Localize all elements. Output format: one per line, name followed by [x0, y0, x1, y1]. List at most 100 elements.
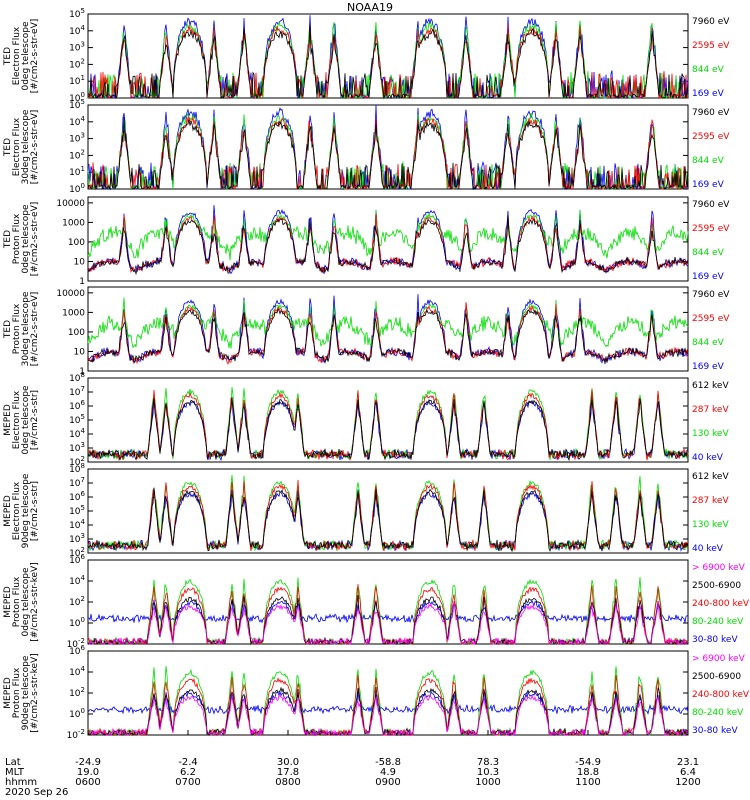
legend-entry: 2500-6900: [692, 672, 741, 682]
y-axis-label: 90deg telescope: [21, 655, 31, 730]
y-axis-label: [#/cm2-s-str]: [30, 481, 40, 541]
legend-entry: 130 keV: [692, 429, 729, 439]
legend-entry: > 6900 keV: [692, 563, 746, 573]
y-axis-label: 30deg telescope: [21, 291, 31, 366]
y-tick-label: 102: [69, 595, 85, 608]
y-tick-label: 104: [69, 115, 85, 128]
legend-entry: 612 keV: [692, 381, 729, 391]
legend-entry: 80-240 keV: [692, 708, 744, 718]
x-row-label-mlt: MLT: [5, 767, 25, 778]
series-trace: [88, 308, 689, 365]
legend-entry: 287 keV: [692, 405, 729, 415]
y-tick-label: 10: [74, 347, 86, 357]
y-axis-label: Electron Flux: [12, 26, 22, 85]
y-axis-label: MEPED: [3, 586, 13, 618]
y-axis-label: Proton Flux: [12, 213, 22, 264]
series-trace: [87, 397, 689, 462]
series-trace: [87, 487, 689, 553]
series-trace: [87, 584, 689, 646]
legend-entry: 169 eV: [692, 362, 725, 372]
y-tick-label: 1: [79, 277, 85, 287]
y-axis-label: 0deg telescope: [21, 567, 31, 637]
series-trace: [87, 595, 689, 646]
x-tick-label-hhmm: 0900: [375, 777, 400, 788]
y-tick-label: 103: [69, 532, 85, 545]
y-tick-label: 105: [69, 413, 85, 426]
y-tick-label: 106: [69, 399, 85, 412]
y-axis-label: [#/cm2-s-str-eV]: [30, 202, 40, 277]
series-trace: [87, 205, 689, 275]
y-axis-label: 0deg telescope: [21, 385, 31, 455]
legend-entry: 169 eV: [692, 272, 725, 282]
panel-frame: [87, 196, 689, 282]
y-tick-label: 10000: [56, 199, 85, 209]
legend-entry: 287 keV: [692, 496, 729, 506]
y-axis-label: [#/cm2-s-str-keV]: [30, 653, 40, 732]
series-trace: [87, 302, 689, 365]
series-trace: [87, 116, 689, 191]
legend-entry: 7960 eV: [692, 17, 730, 27]
y-tick-label: 1: [79, 367, 85, 377]
x-tick-label-mlt: 18.8: [577, 767, 599, 778]
series-trace: [87, 116, 689, 191]
x-tick-label-lat: 23.1: [677, 757, 699, 768]
y-tick-label: 102: [69, 57, 85, 70]
legend-entry: 7960 eV: [692, 200, 730, 210]
y-tick-label: 100: [69, 616, 85, 629]
x-tick-label-hhmm: 0600: [75, 777, 100, 788]
series-trace: [87, 297, 689, 349]
legend-entry: 7960 eV: [692, 108, 730, 118]
y-axis-label: 90deg telescope: [21, 473, 31, 548]
legend-entry: > 6900 keV: [692, 654, 746, 664]
y-tick-label: 105: [69, 7, 85, 20]
series-trace: [87, 20, 689, 100]
y-axis-label: Electron Flux: [12, 117, 22, 176]
y-axis-label: 0deg telescope: [21, 21, 31, 91]
y-tick-label: 100: [68, 238, 85, 248]
x-tick-label-hhmm: 1000: [475, 777, 500, 788]
x-tick-label-hhmm: 1200: [675, 777, 700, 788]
date-label: 2020 Sep 26: [5, 787, 68, 798]
y-axis-label: TED: [3, 320, 13, 339]
y-axis-label: 30deg telescope: [21, 109, 31, 184]
y-axis-label: MEPED: [3, 677, 13, 709]
y-axis-label: TED: [3, 47, 13, 66]
y-tick-label: 1000: [62, 218, 85, 228]
y-tick-label: 107: [69, 385, 85, 398]
legend-entry: 2595 eV: [692, 314, 730, 324]
y-tick-label: 101: [69, 165, 85, 178]
y-tick-label: 102: [69, 686, 85, 699]
legend-entry: 844 eV: [692, 338, 725, 348]
x-tick-label-lat: -2.4: [178, 757, 198, 768]
series-trace: [87, 387, 689, 461]
legend-entry: 2595 eV: [692, 41, 730, 51]
y-axis-label: Electron Flux: [12, 390, 22, 449]
series-trace: [87, 294, 689, 365]
legend-entry: 2500-6900: [692, 581, 741, 591]
y-tick-label: 103: [69, 441, 85, 454]
legend-entry: 80-240 keV: [692, 617, 744, 627]
x-tick-label-hhmm: 0700: [175, 777, 200, 788]
x-tick-label-mlt: 4.9: [380, 767, 396, 778]
x-tick-label-mlt: 19.0: [77, 767, 99, 778]
y-tick-label: 103: [69, 132, 85, 145]
x-tick-label-lat: -24.9: [75, 757, 101, 768]
y-axis-label: 0deg telescope: [21, 204, 31, 274]
legend-entry: 844 eV: [692, 248, 725, 258]
legend-entry: 169 eV: [692, 89, 725, 99]
panel-4: 1 10 100 1000 10000 TED Proton Flux 30deg teles…: [3, 286, 730, 377]
series-trace: [87, 601, 689, 646]
series-trace: [87, 112, 689, 191]
legend-entry: 240-800 keV: [692, 599, 750, 609]
y-axis-label: MEPED: [3, 495, 13, 527]
legend-entry: 40 keV: [692, 544, 724, 554]
legend-entry: 7960 eV: [692, 290, 730, 300]
figure-title: NOAA19: [347, 1, 393, 14]
y-axis-label: [#/cm2-s-str-keV]: [30, 562, 40, 641]
y-axis-label: TED: [3, 138, 13, 157]
